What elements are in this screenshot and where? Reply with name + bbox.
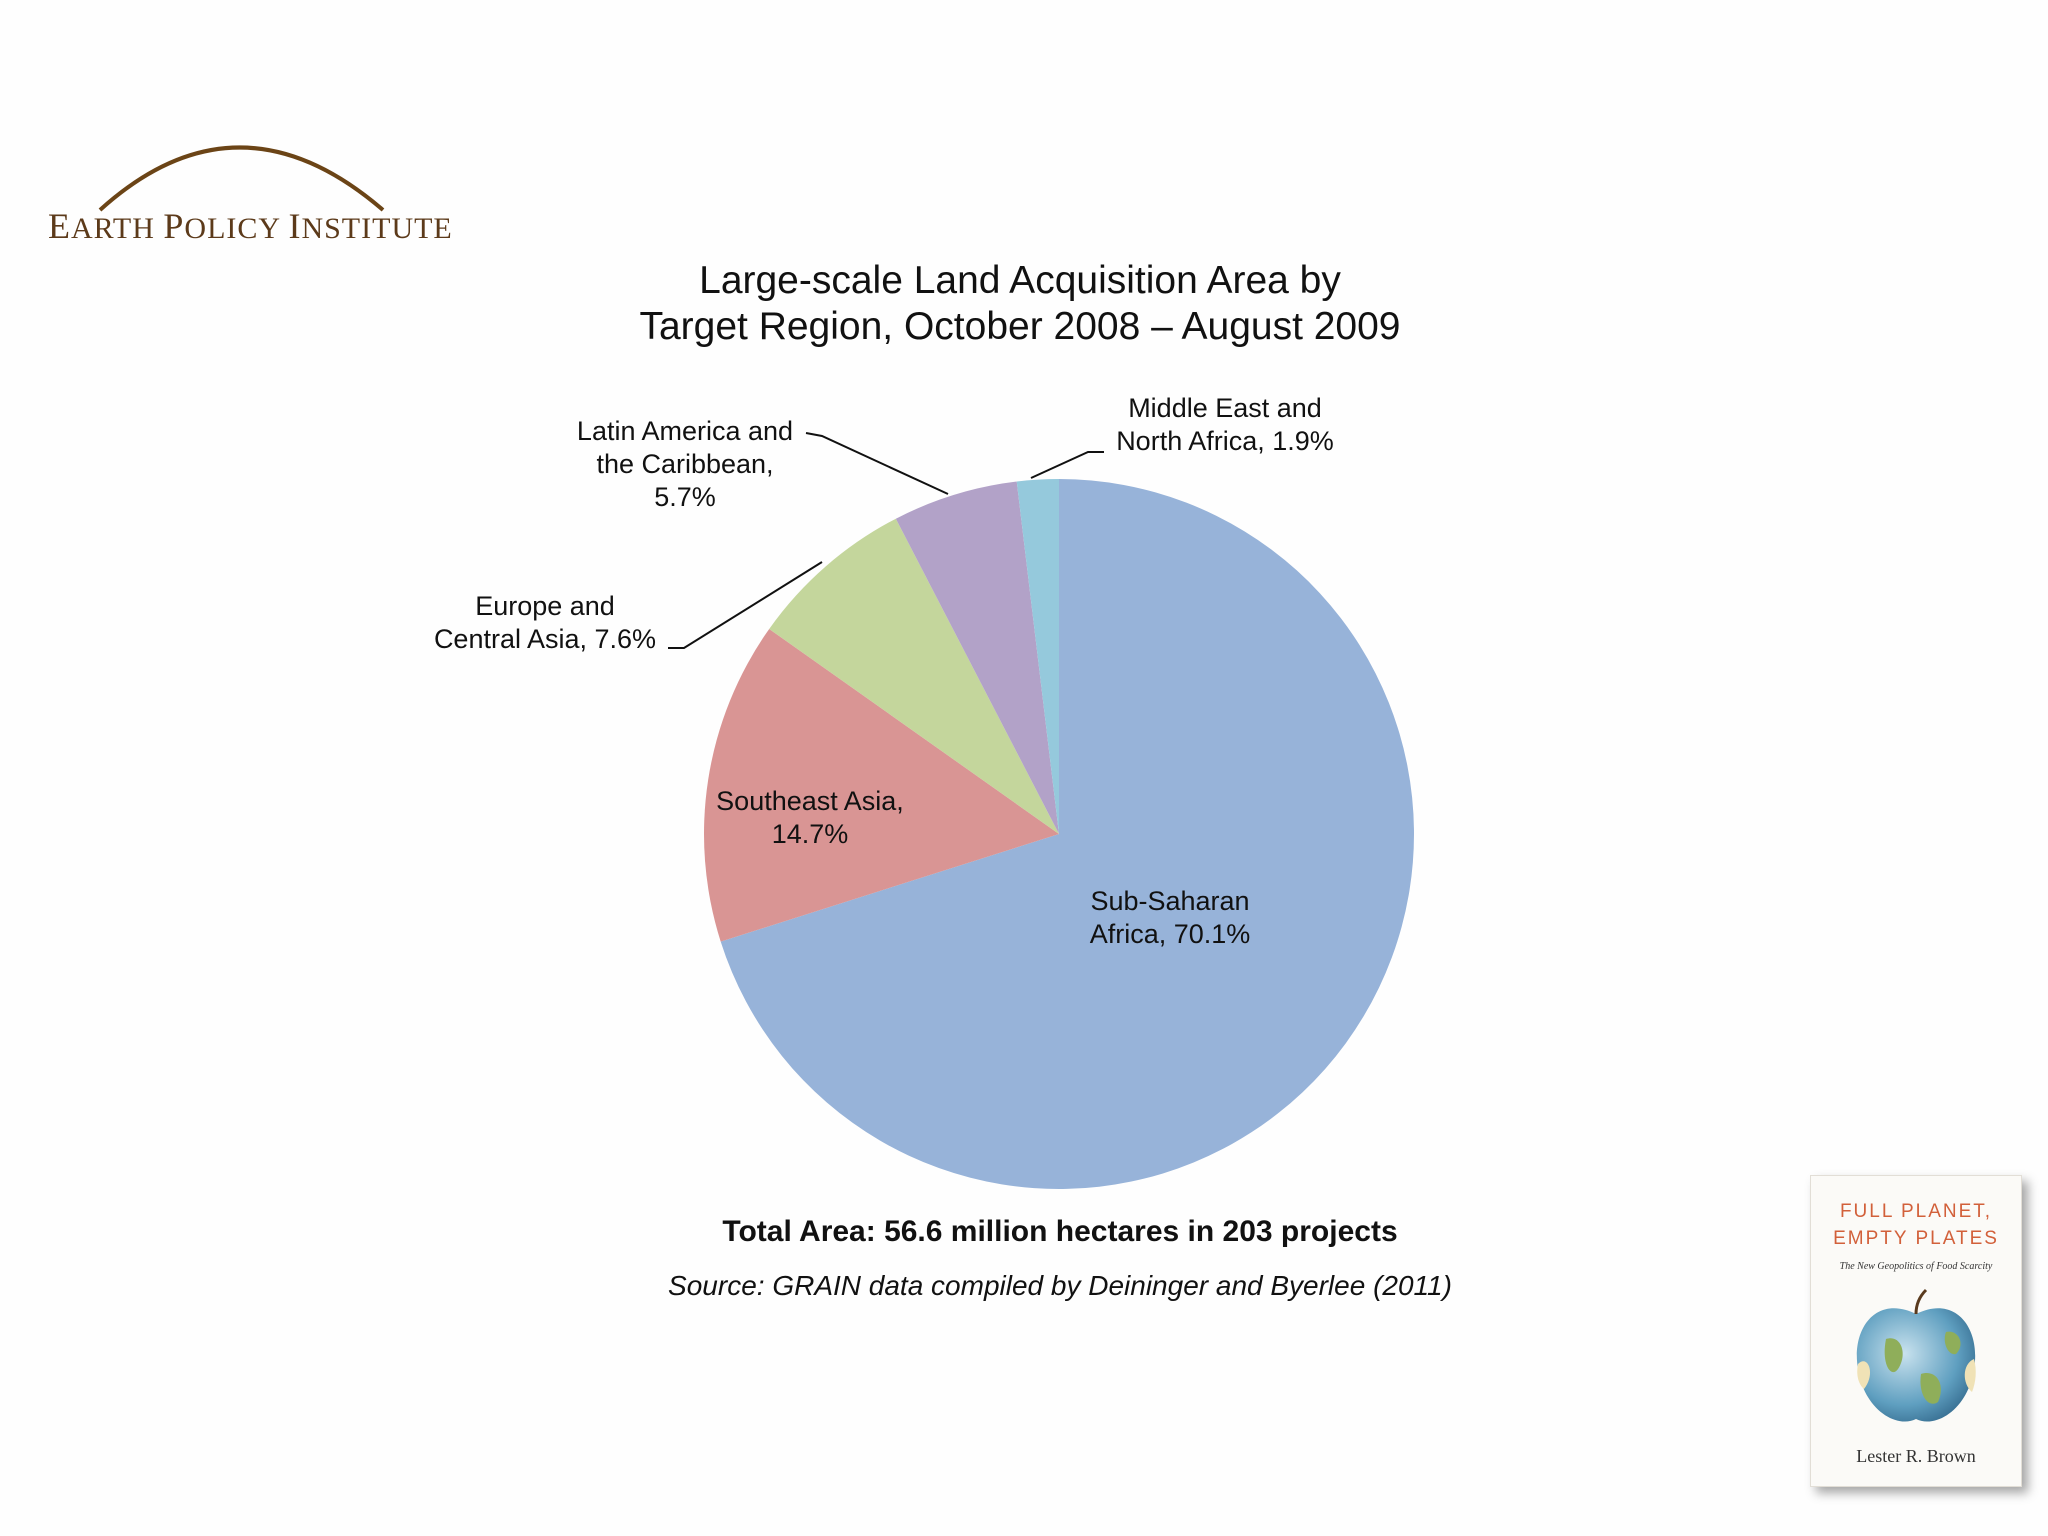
slice-label-europe-central-asia: Europe and Central Asia, 7.6% [415,590,675,656]
label-line: 5.7% [654,482,716,512]
pie-slice-sub-saharan-africa [720,479,1414,1189]
leader-lines [668,432,1104,649]
leader-line-middle-east [1030,451,1104,479]
slice-label-sub-saharan-africa: Sub-Saharan Africa, 70.1% [1040,885,1300,951]
earth-policy-institute-logo: EARTH POLICY INSTITUTE [48,115,452,250]
label-line: Europe and [475,591,615,621]
chart-title: Large-scale Land Acquisition Area by Tar… [520,258,1520,350]
label-line: Latin America and [576,416,794,446]
leader-line-europe [668,561,823,649]
source-note: Source: GRAIN data compiled by Deininger… [668,1270,1452,1301]
logo-word-1: EARTH [48,206,164,246]
book-subtitle: The New Geopolitics of Food Scarcity [1839,1261,1993,1272]
total-area-note: Total Area: 56.6 million hectares in 203… [722,1215,1398,1248]
label-line: 14.7% [771,819,849,849]
label-line: Africa, 70.1% [1089,919,1251,949]
pie-slice-middle-east [1016,479,1059,834]
leader-line-latin-america [805,432,949,495]
book-title-line-2: EMPTY PLATES [1833,1228,1999,1249]
chart-title-line-1: Large-scale Land Acquisition Area by [699,259,1341,302]
pie-slice-southeast-asia [703,628,1059,942]
label-line: Central Asia, 7.6% [433,624,657,654]
pie-slice-europe-central-asia [769,518,1059,834]
slice-label-middle-east: Middle East and North Africa, 1.9% [1095,392,1355,458]
logo-arc-icon [98,145,385,212]
logo-word-3: INSTITUTE [288,206,453,246]
slice-label-southeast-asia: Southeast Asia, 14.7% [680,785,940,851]
logo-wordmark: EARTH POLICY INSTITUTE [48,205,452,247]
book-title-line-1: FULL PLANET, [1839,1201,1993,1222]
apple-globe-icon [1856,1288,1976,1422]
label-line: Southeast Asia, [716,786,904,816]
slice-label-latin-america: Latin America and the Caribbean, 5.7% [555,415,815,514]
label-line: the Caribbean, [596,449,774,479]
book-title: FULL PLANET, EMPTY PLATES [1811,1198,2021,1252]
pie-slice-latin-america [895,481,1059,834]
chart-title-line-2: Target Region, October 2008 – August 200… [639,305,1401,348]
label-line: North Africa, 1.9% [1116,426,1334,456]
pie-slices [703,479,1414,1189]
label-line: Sub-Saharan [1090,886,1250,916]
book-author: Lester R. Brown [1856,1446,1976,1466]
book-cover: FULL PLANET, EMPTY PLATES The New Geopol… [1810,1175,2022,1487]
logo-word-2: POLICY [163,206,289,246]
label-line: Middle East and [1128,393,1322,423]
